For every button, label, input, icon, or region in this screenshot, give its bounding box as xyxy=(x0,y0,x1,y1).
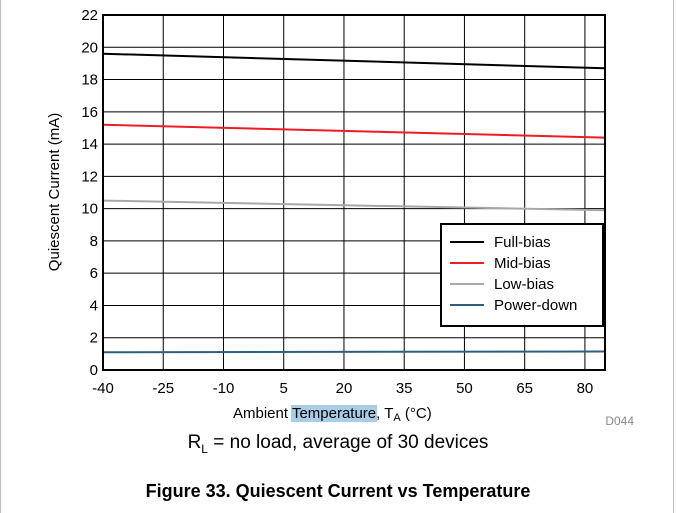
x-axis-label-unit: (°C) xyxy=(401,405,432,422)
series-line-power-down xyxy=(102,350,606,354)
y-tick-label: 12 xyxy=(81,168,98,185)
frame-left-edge xyxy=(0,0,1,513)
y-tick-label: 14 xyxy=(81,136,98,153)
condition-prefix: R xyxy=(187,432,202,453)
series-line-low-bias xyxy=(102,199,606,212)
test-condition-note: RL = no load, average of 30 devices xyxy=(0,432,676,456)
y-tick-label: 10 xyxy=(81,201,98,218)
legend-label-full-bias: Full-bias xyxy=(494,234,551,251)
x-axis-label-highlighted-word: Temperature xyxy=(292,405,376,422)
y-tick-label: 4 xyxy=(90,297,98,314)
y-tick-label: 0 xyxy=(90,362,98,379)
x-tick-label: 35 xyxy=(396,380,413,397)
condition-subscript: L xyxy=(201,441,208,456)
x-tick-label: 80 xyxy=(577,380,594,397)
series-line-full-bias xyxy=(102,52,606,70)
x-axis-label-symbol: , T xyxy=(376,405,393,422)
x-tick-label: -25 xyxy=(152,380,174,397)
legend-label-low-bias: Low-bias xyxy=(494,276,554,293)
x-tick-label: 5 xyxy=(280,380,288,397)
plot-border xyxy=(102,14,606,371)
x-axis-label-highlight xyxy=(290,405,378,422)
condition-text: = no load, average of 30 devices xyxy=(207,432,489,453)
y-tick-label: 18 xyxy=(81,72,98,89)
y-tick-label: 16 xyxy=(81,104,98,121)
frame-right-edge xyxy=(673,0,674,513)
y-tick-label: 2 xyxy=(90,330,98,347)
legend-label-mid-bias: Mid-bias xyxy=(494,255,551,272)
y-tick-label: 6 xyxy=(90,265,98,282)
y-tick-label: 20 xyxy=(81,39,98,56)
x-axis-label-subscript: A xyxy=(393,412,401,424)
legend: Full-bias Mid-bias Low-bias Power-down xyxy=(440,223,604,327)
x-tick-label: 65 xyxy=(516,380,533,397)
y-tick-label: 8 xyxy=(90,233,98,250)
x-tick-label: 20 xyxy=(336,380,353,397)
figure-caption: Figure 33. Quiescent Current vs Temperat… xyxy=(145,481,531,501)
x-tick-label: -40 xyxy=(92,380,114,397)
y-tick-label: 22 xyxy=(81,7,98,24)
figure-code-tag: D044 xyxy=(605,414,634,428)
series-line-mid-bias xyxy=(102,123,606,139)
y-axis-label: Quiescent Current (mA) xyxy=(46,113,63,271)
legend-label-power-down: Power-down xyxy=(494,297,577,314)
quiescent-current-chart: -40 -25 -10 5 20 35 50 65 80 0 2 4 6 8 10 12 14 16 18 20 22… xyxy=(46,7,634,428)
x-axis-label-prefix: Ambient xyxy=(233,405,292,422)
series-layer xyxy=(102,52,606,354)
x-tick-label: -10 xyxy=(213,380,235,397)
x-tick-label: 50 xyxy=(456,380,473,397)
x-tick-labels: -40 -25 -10 5 20 35 50 65 80 xyxy=(92,380,593,397)
x-axis-label: Ambient Temperature, TA (°C) xyxy=(233,405,432,424)
y-tick-labels: 0 2 4 6 8 10 12 14 16 18 20 22 xyxy=(81,7,98,379)
